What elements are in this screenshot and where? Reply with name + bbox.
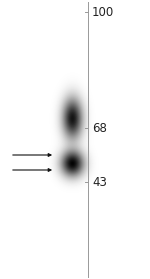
Text: 100: 100 — [92, 6, 114, 18]
Text: 43: 43 — [92, 175, 107, 189]
Text: 68: 68 — [92, 121, 107, 134]
